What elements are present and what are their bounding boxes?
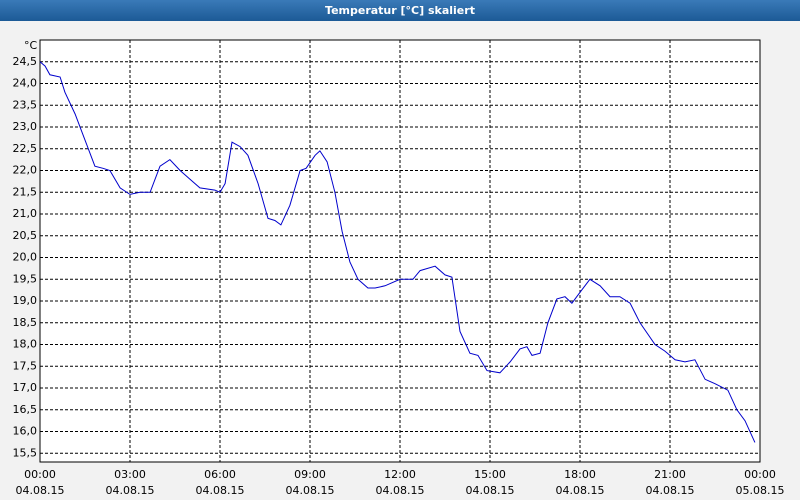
y-tick-label: 21,0 bbox=[13, 207, 38, 220]
x-tick-label: 06:00 bbox=[204, 468, 236, 481]
y-tick-label: 17,0 bbox=[13, 381, 38, 394]
x-tick-date: 04.08.15 bbox=[376, 484, 425, 497]
x-tick-date: 04.08.15 bbox=[466, 484, 515, 497]
plot-frame bbox=[39, 39, 761, 463]
x-tick-label: 09:00 bbox=[294, 468, 326, 481]
title-bar bbox=[0, 0, 800, 21]
y-tick-label: 20,5 bbox=[13, 229, 38, 242]
y-tick-label: 16,5 bbox=[13, 403, 38, 416]
x-tick-label: 21:00 bbox=[654, 468, 686, 481]
x-tick-date: 04.08.15 bbox=[196, 484, 245, 497]
y-tick-label: 23,5 bbox=[13, 98, 38, 111]
x-tick-date: 04.08.15 bbox=[556, 484, 605, 497]
y-tick-label: 24,5 bbox=[13, 55, 38, 68]
y-tick-label: 17,5 bbox=[13, 359, 38, 372]
y-tick-label: 21,5 bbox=[13, 185, 38, 198]
y-tick-label: 18,5 bbox=[13, 316, 38, 329]
y-tick-label: 16,0 bbox=[13, 425, 38, 438]
x-tick-date: 05.08.15 bbox=[736, 484, 785, 497]
x-tick-date: 04.08.15 bbox=[106, 484, 155, 497]
y-tick-label: 23,0 bbox=[13, 120, 38, 133]
x-tick-date: 04.08.15 bbox=[646, 484, 695, 497]
y-tick-label: 15,5 bbox=[13, 446, 38, 459]
y-tick-label: 20,0 bbox=[13, 251, 38, 264]
y-tick-label: 19,0 bbox=[13, 294, 38, 307]
y-tick-label: 24,0 bbox=[13, 77, 38, 90]
x-tick-label: 03:00 bbox=[114, 468, 146, 481]
x-tick-label: 18:00 bbox=[564, 468, 596, 481]
y-tick-label: 18,0 bbox=[13, 338, 38, 351]
temperature-line bbox=[39, 61, 756, 443]
x-tick-date: 04.08.15 bbox=[286, 484, 335, 497]
chart-title: Temperatur [°C] skaliert bbox=[325, 4, 475, 17]
x-tick-label: 15:00 bbox=[474, 468, 506, 481]
x-tick-label: 12:00 bbox=[384, 468, 416, 481]
y-tick-label: 22,5 bbox=[13, 142, 38, 155]
y-tick-label: 19,5 bbox=[13, 272, 38, 285]
y-unit: °C bbox=[24, 39, 38, 52]
y-tick-label: 22,0 bbox=[13, 164, 38, 177]
x-tick-label: 00:00 bbox=[24, 468, 56, 481]
x-tick-label: 00:00 bbox=[744, 468, 776, 481]
x-tick-date: 04.08.15 bbox=[16, 484, 65, 497]
